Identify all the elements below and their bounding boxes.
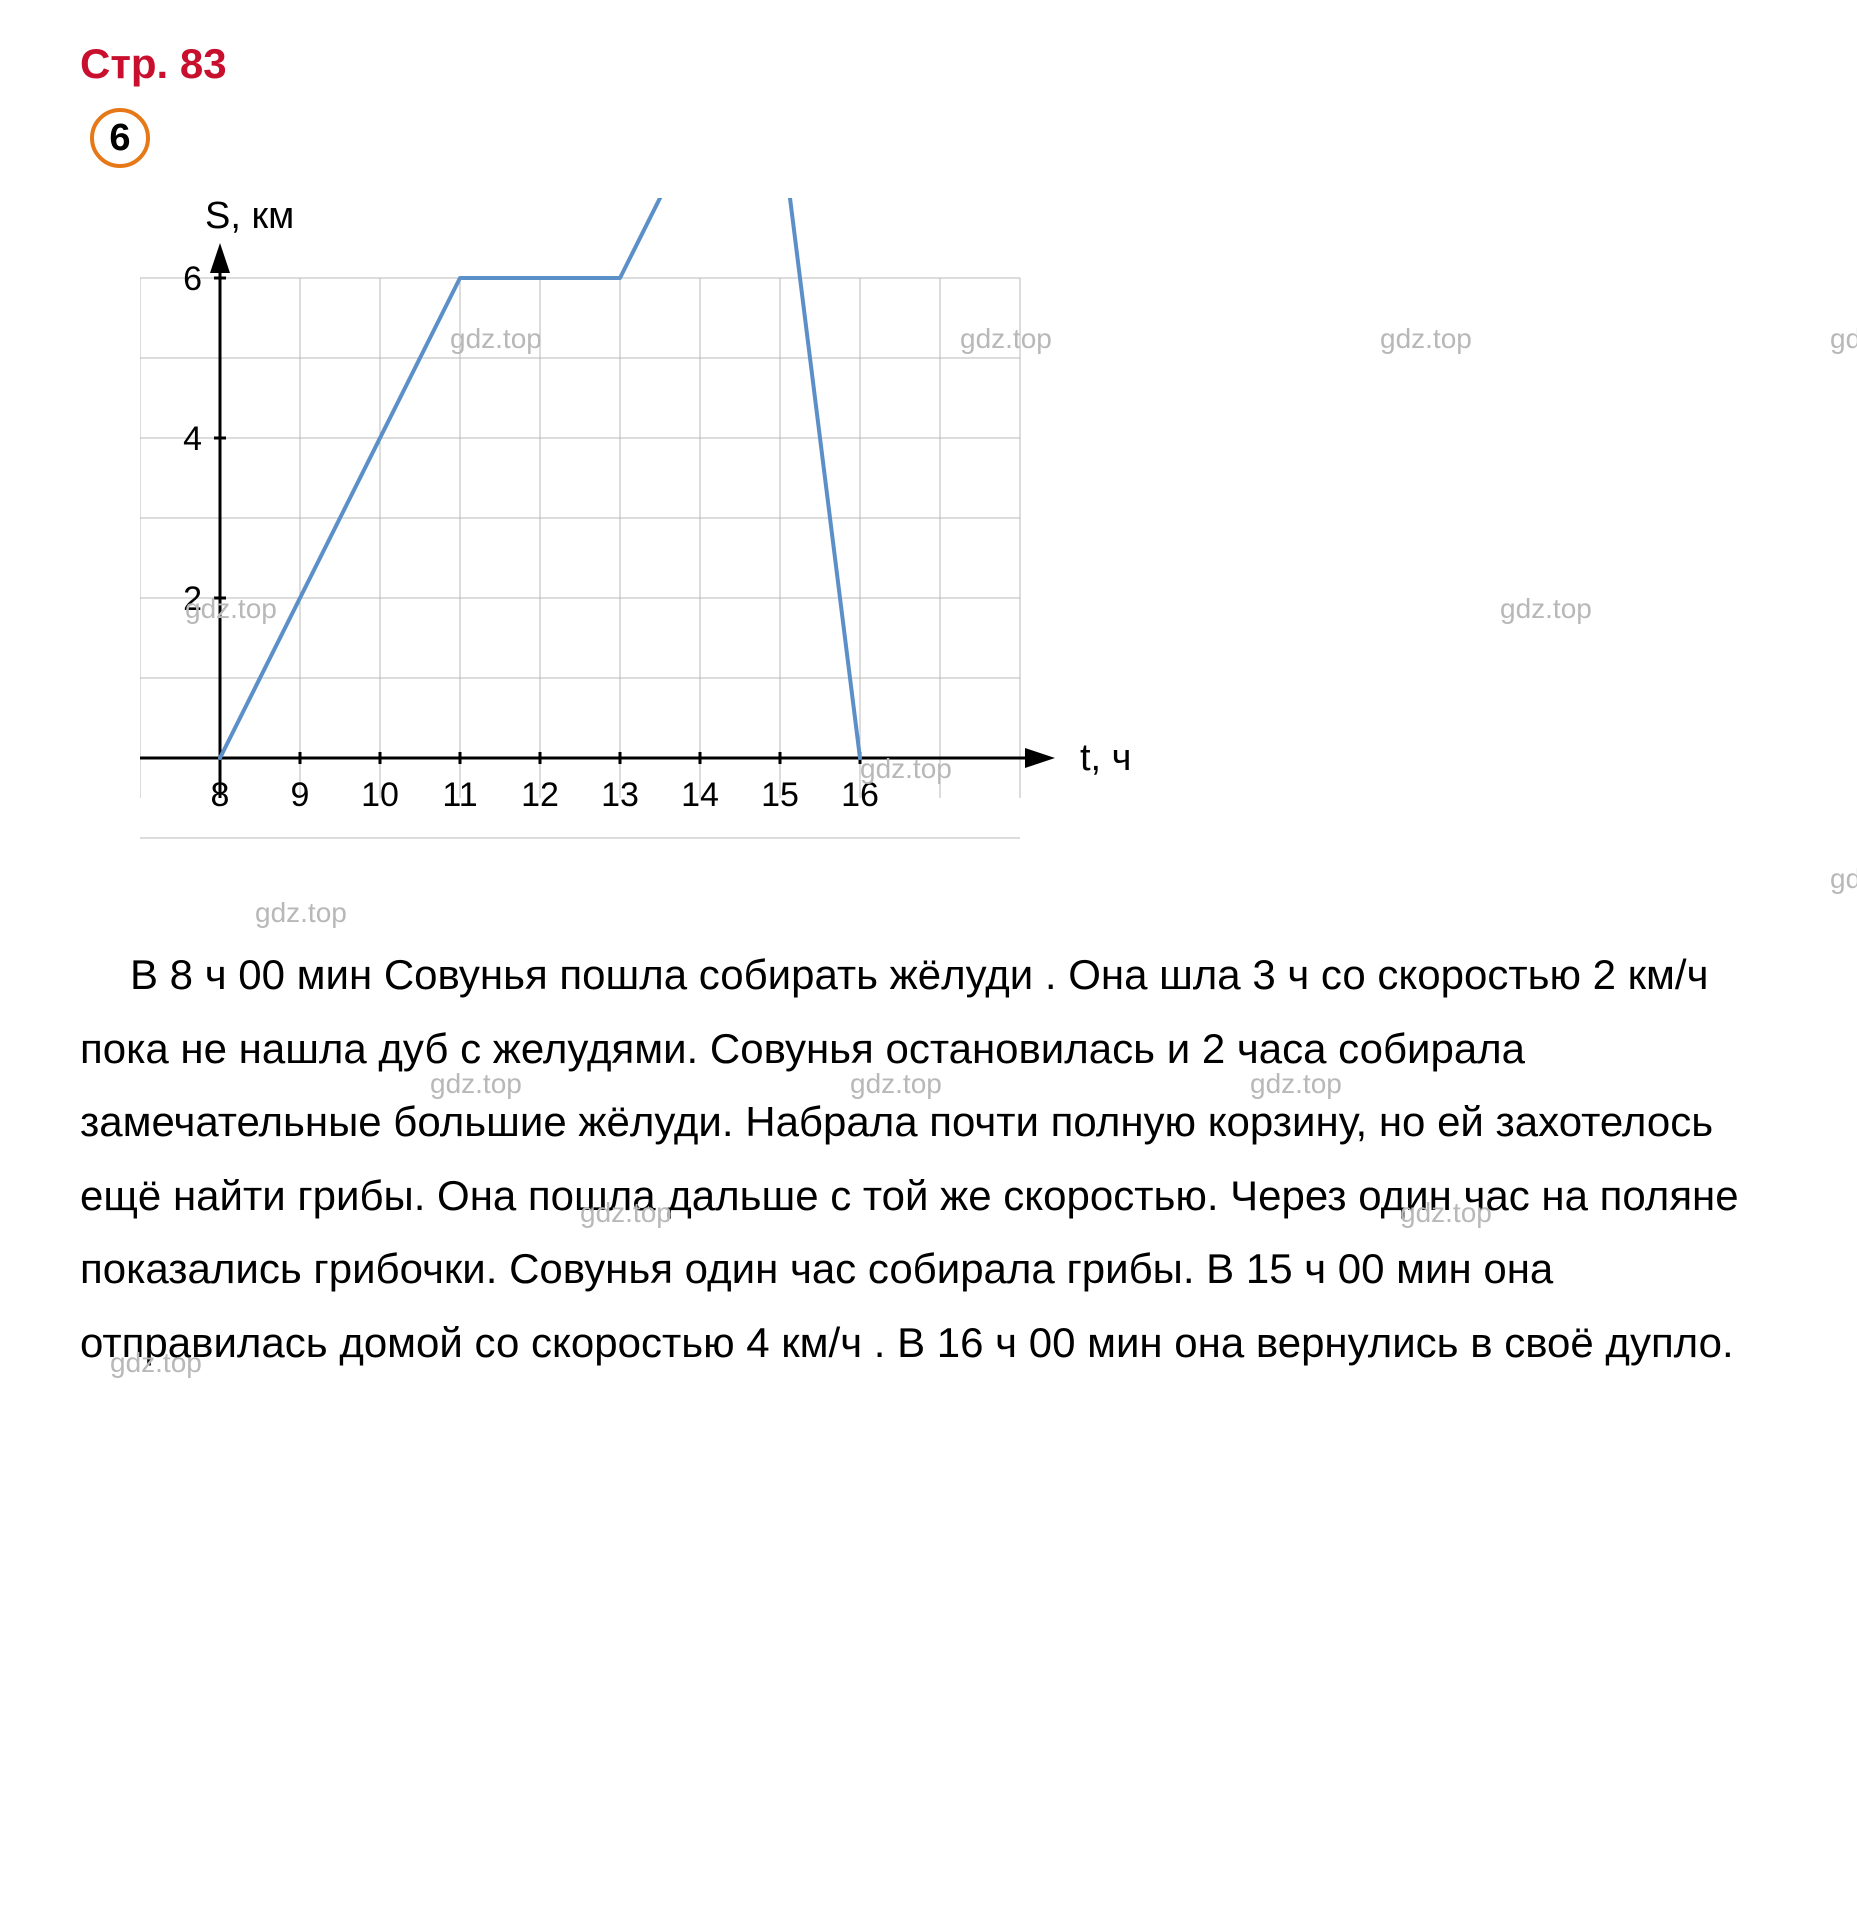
story-text: В 8 ч 00 мин Совунья пошла собирать жёлу… [80, 938, 1777, 1379]
svg-text:9: 9 [291, 776, 310, 814]
svg-text:4: 4 [183, 420, 202, 458]
watermark: gdz.top [255, 888, 347, 937]
svg-text:16: 16 [841, 776, 879, 814]
distance-time-chart: 8910111213141516246810S, кмt, ч [140, 198, 1140, 878]
story-paragraph: В 8 ч 00 мин Совунья пошла собирать жёлу… [80, 938, 1777, 1379]
watermark: gdz.top [1830, 863, 1857, 895]
svg-text:S, км: S, км [205, 198, 294, 237]
watermark: gdz.top [1380, 323, 1472, 355]
svg-text:10: 10 [361, 776, 399, 814]
watermark: gdz.top [1830, 323, 1857, 355]
svg-text:8: 8 [211, 776, 230, 814]
svg-text:13: 13 [601, 776, 639, 814]
svg-text:t, ч: t, ч [1080, 737, 1131, 779]
problem-number: 6 [90, 108, 150, 168]
svg-text:14: 14 [681, 776, 719, 814]
svg-text:2: 2 [183, 580, 202, 618]
watermark: gdz.top [1500, 593, 1592, 625]
page-wrapper: Стр. 83 6 8910111213141516246810S, кмt, … [80, 40, 1777, 1379]
svg-text:12: 12 [521, 776, 559, 814]
svg-text:15: 15 [761, 776, 799, 814]
svg-text:6: 6 [183, 260, 202, 298]
chart-container: 8910111213141516246810S, кмt, ч gdz.topg… [140, 198, 1777, 878]
svg-text:11: 11 [442, 776, 477, 814]
page-header: Стр. 83 [80, 40, 1777, 88]
